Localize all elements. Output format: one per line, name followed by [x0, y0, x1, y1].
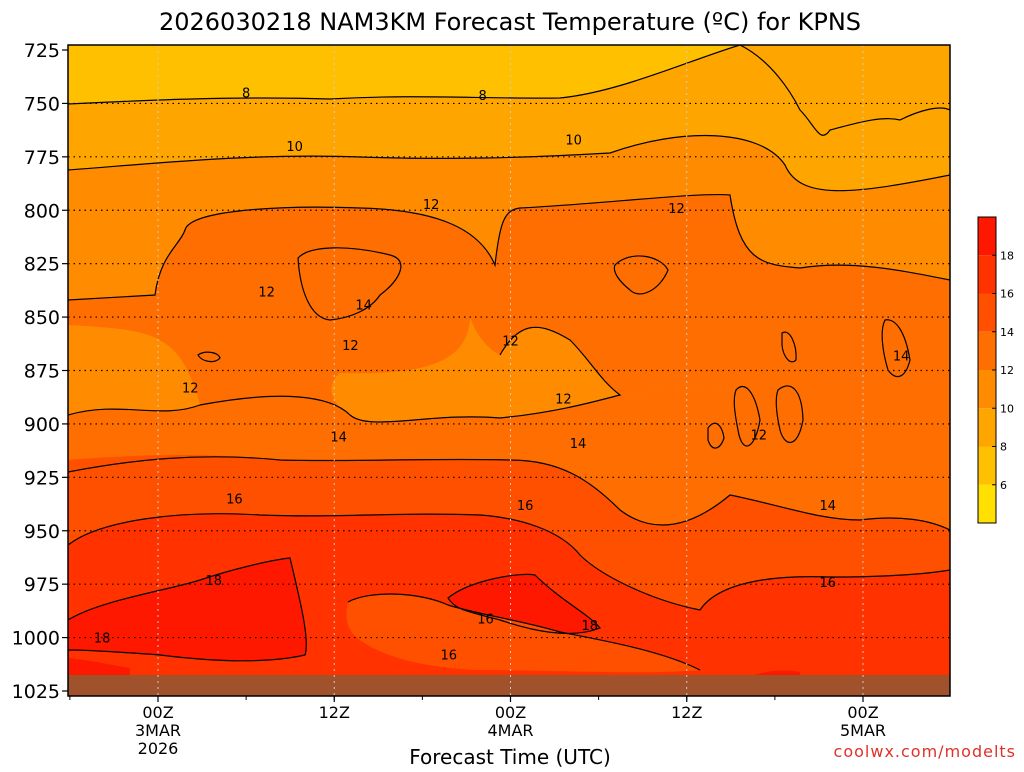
contour-label: 12 — [182, 382, 199, 397]
contour-label: 18 — [582, 619, 599, 634]
x-tick-label: 12Z — [319, 703, 350, 722]
contour-12-small-c — [775, 385, 804, 443]
y-tick-label: 775 — [24, 147, 60, 169]
contour-12-small-a — [707, 422, 725, 449]
contour-label: 12 — [502, 335, 519, 350]
x-tick-label: 00Z — [847, 703, 878, 722]
contour-12-upper — [68, 193, 950, 301]
contour-18-left — [68, 557, 307, 662]
colorbar-swatch — [978, 293, 996, 332]
y-tick-label: 925 — [24, 467, 60, 489]
contour-16-lower — [347, 593, 701, 671]
contour-label: 12 — [423, 198, 440, 213]
y-tick-label: 950 — [24, 521, 60, 543]
y-tick-label: 900 — [24, 414, 60, 436]
colorbar-label: 10 — [1000, 402, 1014, 415]
y-tick-label: 1025 — [12, 681, 60, 703]
y-tick-label: 800 — [24, 200, 60, 222]
chart-title: 2026030218 NAM3KM Forecast Temperature (… — [159, 8, 861, 36]
credit-text[interactable]: coolwx.com/modelts — [834, 742, 1016, 761]
x-tick-label: 00Z — [142, 703, 173, 722]
contour-label: 12 — [555, 392, 572, 407]
contour-12-lower — [68, 326, 622, 423]
colorbar-swatch — [978, 446, 996, 485]
contour-14-small — [613, 255, 669, 295]
colorbar-label: 6 — [1000, 479, 1007, 492]
contour-label: 8 — [478, 89, 486, 104]
contour-14-right — [881, 319, 911, 378]
y-tick-label: 825 — [24, 254, 60, 276]
y-tick-label: 975 — [24, 574, 60, 596]
x-tick-label: 3MAR — [135, 721, 181, 740]
contour-label: 16 — [441, 649, 458, 664]
contour-12-small-b — [733, 385, 761, 447]
colorbar-swatch — [978, 331, 996, 370]
contour-label: 10 — [286, 140, 303, 155]
contour-lines — [68, 45, 950, 671]
colorbar-swatch — [978, 370, 996, 409]
contour-10 — [68, 134, 950, 192]
contour-label: 12 — [342, 339, 359, 354]
y-tick-label: 1000 — [12, 628, 60, 650]
contour-label: 14 — [355, 298, 372, 313]
contour-8-right — [739, 45, 950, 136]
contour-18-mid — [447, 573, 601, 635]
contour-label: 16 — [226, 493, 243, 508]
x-tick-label: 12Z — [671, 703, 702, 722]
colorbar-swatch — [978, 255, 996, 294]
colorbar-label: 12 — [1000, 364, 1014, 377]
contour-label: 14 — [570, 437, 587, 452]
contour-label: 10 — [565, 134, 582, 149]
contour-8 — [68, 45, 741, 105]
contour-label: 8 — [242, 87, 250, 102]
band-below-16-mid — [346, 594, 700, 673]
contour-label: 14 — [330, 431, 347, 446]
y-tick-label: 850 — [24, 307, 60, 329]
contour-label: 14 — [819, 499, 836, 514]
y-tick-label: 750 — [24, 93, 60, 115]
colorbar-label: 8 — [1000, 441, 1007, 454]
x-tick-label: 5MAR — [840, 721, 886, 740]
x-axis-title: Forecast Time (UTC) — [409, 745, 611, 768]
contour-label: 18 — [206, 574, 223, 589]
x-tick-label: 2026 — [138, 739, 179, 758]
contour-14-small-b — [781, 331, 797, 363]
grid-lines — [68, 45, 950, 696]
contour-label: 12 — [668, 202, 685, 217]
colorbar-label: 14 — [1000, 326, 1014, 339]
y-axis: 725 750 775 800 825 850 875 900 925 950 975 1000 102… — [12, 40, 68, 703]
colorbar-swatch — [978, 484, 996, 523]
contour-label: 16 — [477, 612, 494, 627]
colorbar-swatch — [978, 217, 996, 256]
contour-14-main — [68, 456, 950, 531]
contour-12-small-d — [197, 351, 221, 363]
y-tick-label: 875 — [24, 361, 60, 383]
contour-label: 16 — [819, 576, 836, 591]
contour-label: 18 — [94, 632, 111, 647]
band-above-18-left — [68, 558, 307, 661]
colorbar-label: 18 — [1000, 249, 1014, 262]
x-tick-label: 4MAR — [487, 721, 533, 740]
contour-label: 14 — [893, 350, 910, 365]
contour-label: 12 — [750, 429, 767, 444]
band-12-14-upper — [68, 194, 950, 415]
contour-label: 16 — [517, 499, 534, 514]
colorbar-swatch — [978, 408, 996, 447]
ground-surface — [68, 675, 950, 696]
contour-14-upper — [297, 247, 402, 321]
contour-label: 12 — [258, 285, 275, 300]
contour-16 — [68, 513, 950, 611]
colorbar: 6 8 10 12 14 16 18 — [977, 216, 1014, 524]
band-above-18-mid — [448, 574, 600, 634]
y-tick-label: 725 — [24, 40, 60, 62]
contour-labels: 8 8 10 10 12 12 12 14 12 12 12 12 14 12 14 14 16 16 14 18 16… — [94, 87, 910, 664]
colorbar-label: 16 — [1000, 288, 1014, 301]
x-tick-label: 00Z — [495, 703, 526, 722]
